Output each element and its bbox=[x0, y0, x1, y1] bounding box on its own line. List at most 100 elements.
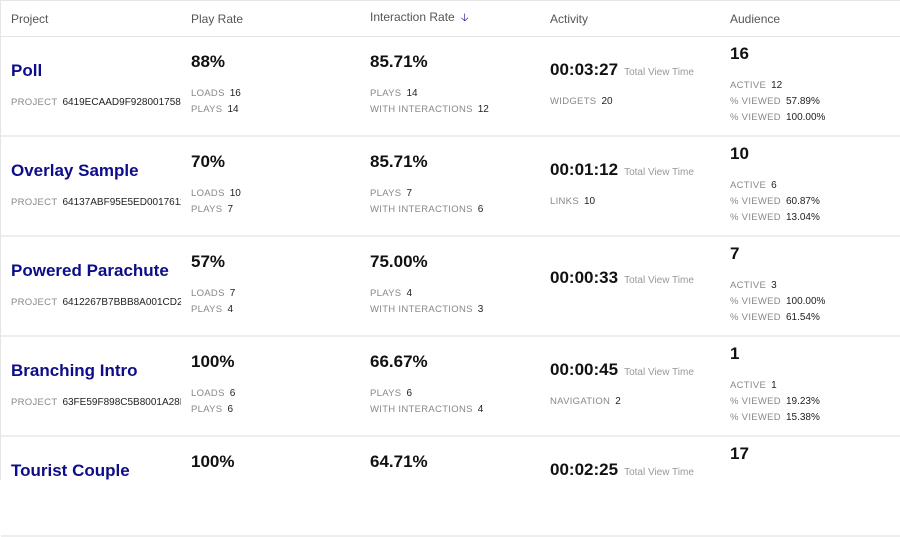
viewed-value: 100.00% bbox=[785, 112, 826, 123]
viewed-label: % VIEWED bbox=[730, 412, 781, 423]
active-label: ACTIVE bbox=[730, 80, 767, 91]
loads-value: 7 bbox=[229, 288, 236, 299]
interaction-rate: 66.67% bbox=[370, 352, 428, 371]
plays-label: PLAYS bbox=[191, 204, 223, 215]
project-name-link[interactable]: Overlay Sample bbox=[11, 161, 139, 180]
plays-label: PLAYS bbox=[370, 388, 402, 399]
play-rate: 57% bbox=[191, 252, 226, 271]
viewed-label: % VIEWED bbox=[730, 396, 781, 407]
viewed-value: 57.89% bbox=[785, 96, 820, 107]
project-name-link[interactable]: Poll bbox=[11, 61, 43, 80]
activity-label: LINKS bbox=[550, 196, 579, 207]
total-view-time: 00:01:12 Total View Time bbox=[550, 160, 694, 180]
project-name-link[interactable]: Tourist Couple bbox=[11, 461, 130, 480]
project-label: PROJECT bbox=[11, 97, 58, 108]
with-interactions-label: WITH INTERACTIONS bbox=[370, 104, 473, 115]
play-rate: 100% bbox=[191, 452, 235, 471]
with-interactions-label: WITH INTERACTIONS bbox=[370, 204, 473, 215]
table-row[interactable]: Overlay Sample PROJECT 64137ABF95E5ED0017… bbox=[1, 137, 900, 237]
interaction-rate: 85.71% bbox=[370, 52, 428, 71]
activity-value: 10 bbox=[583, 196, 596, 207]
view-time-value: 00:01:12 bbox=[550, 160, 619, 179]
active-value: 12 bbox=[771, 80, 783, 91]
project-id-value: 6412267B7BBB8A001CD23B0 bbox=[62, 297, 181, 308]
audience-count: 7 bbox=[730, 244, 740, 263]
table-row[interactable]: Powered Parachute PROJECT 6412267B7BBB8A0… bbox=[1, 237, 900, 337]
view-time-label: Total View Time bbox=[624, 467, 694, 478]
view-time-value: 00:02:25 bbox=[550, 460, 619, 479]
interaction-rate: 75.00% bbox=[370, 252, 428, 271]
project-label: PROJECT bbox=[11, 397, 58, 408]
project-name-link[interactable]: Branching Intro bbox=[11, 361, 138, 380]
audience-count: 17 bbox=[730, 444, 749, 463]
project-id-value: 6419ECAAD9F928001758820 bbox=[62, 97, 181, 108]
column-activity[interactable]: Activity bbox=[550, 11, 589, 26]
plays-label: PLAYS bbox=[191, 104, 223, 115]
plays-value: 7 bbox=[406, 188, 412, 199]
project-label: PROJECT bbox=[11, 297, 58, 308]
plays-value: 6 bbox=[227, 404, 233, 415]
table-row[interactable]: Poll PROJECT6419ECAAD9F928001758820 88% … bbox=[1, 37, 900, 137]
viewed-value: 60.87% bbox=[785, 196, 820, 207]
total-view-time: 00:03:27 Total View Time bbox=[550, 60, 694, 80]
project-id-value: 63FE59F898C5B8001A28FA1 bbox=[62, 397, 181, 408]
viewed-label: % VIEWED bbox=[730, 296, 781, 307]
total-view-time: 00:00:45 Total View Time bbox=[550, 360, 694, 380]
plays-label: PLAYS bbox=[191, 304, 223, 315]
project-id: PROJECT 63FE59F898C5B8001A28FA1 bbox=[11, 397, 181, 408]
loads-label: LOADS bbox=[191, 388, 225, 399]
with-interactions-label: WITH INTERACTIONS bbox=[370, 404, 473, 415]
total-view-time: 00:00:33 Total View Time bbox=[550, 268, 694, 288]
viewed-label: % VIEWED bbox=[730, 112, 781, 123]
table-row[interactable]: Branching Intro PROJECT 63FE59F898C5B8001… bbox=[1, 337, 900, 437]
view-time-label: Total View Time bbox=[624, 275, 694, 286]
play-rate: 88% bbox=[191, 52, 226, 71]
viewed-value: 61.54% bbox=[785, 312, 820, 323]
plays-label: PLAYS bbox=[370, 188, 402, 199]
project-id: PROJECT 6419ECAAD9F928001758820 bbox=[11, 97, 181, 108]
loads-value: 16 bbox=[229, 88, 241, 99]
with-interactions-label: WITH INTERACTIONS bbox=[370, 304, 473, 315]
loads-label: LOADS bbox=[191, 88, 225, 99]
plays-label: PLAYS bbox=[370, 288, 402, 299]
audience-count: 10 bbox=[730, 144, 749, 163]
with-interactions-value: 12 bbox=[477, 104, 489, 115]
viewed-value: 19.23% bbox=[785, 396, 820, 407]
project-label: PROJECT bbox=[11, 197, 58, 208]
column-play-rate[interactable]: Play Rate bbox=[191, 11, 244, 26]
view-time-value: 00:00:33 bbox=[550, 268, 619, 287]
active-value: 6 bbox=[771, 180, 777, 191]
audience-count: 1 bbox=[730, 344, 740, 363]
column-interaction-rate[interactable]: Interaction Rate 🡣 bbox=[360, 9, 540, 28]
sort-down-arrow-icon: 🡣 bbox=[460, 12, 469, 24]
play-rate: 100% bbox=[191, 352, 235, 371]
plays-value: 4 bbox=[227, 304, 233, 315]
plays-value: 14 bbox=[227, 104, 239, 115]
active-value: 3 bbox=[771, 280, 777, 291]
active-value: 1 bbox=[771, 380, 777, 391]
viewed-label: % VIEWED bbox=[730, 312, 781, 323]
loads-value: 10 bbox=[229, 188, 241, 199]
column-project[interactable]: Project bbox=[11, 11, 49, 26]
activity-value: 20 bbox=[601, 96, 613, 107]
with-interactions-value: 6 bbox=[477, 204, 484, 215]
project-name-link[interactable]: Powered Parachute bbox=[11, 261, 169, 280]
column-audience[interactable]: Audience bbox=[730, 11, 781, 26]
plays-value: 6 bbox=[406, 388, 412, 399]
plays-value: 7 bbox=[227, 204, 233, 215]
plays-label: PLAYS bbox=[370, 88, 402, 99]
activity-value: 2 bbox=[615, 396, 621, 407]
project-id: PROJECT 64137ABF95E5ED0017611470 bbox=[11, 197, 181, 208]
interaction-rate: 64.71% bbox=[370, 452, 428, 471]
table-row[interactable]: Tourist Couple 100% 64.71% 00:02:25 Total… bbox=[1, 437, 900, 537]
play-rate: 70% bbox=[191, 152, 226, 171]
view-time-label: Total View Time bbox=[624, 67, 694, 78]
project-id: PROJECT 6412267B7BBB8A001CD23B0 bbox=[11, 297, 181, 308]
activity-label: NAVIGATION bbox=[550, 396, 611, 407]
viewed-value: 100.00% bbox=[785, 296, 826, 307]
active-label: ACTIVE bbox=[730, 180, 767, 191]
audience-count: 16 bbox=[730, 44, 749, 63]
view-time-value: 00:03:27 bbox=[550, 60, 619, 79]
table-header: Project Play Rate Interaction Rate 🡣 Acti… bbox=[1, 0, 900, 37]
active-label: ACTIVE bbox=[730, 280, 767, 291]
